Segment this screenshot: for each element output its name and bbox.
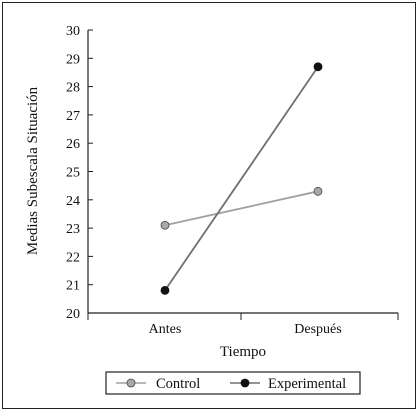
chart-frame: [2, 2, 416, 409]
y-tick-label: 24: [66, 194, 80, 209]
legend-control-marker: [126, 378, 136, 388]
series-line-control: [164, 190, 319, 227]
legend-control-label: Control: [156, 376, 200, 392]
legend-experimental-label: Experimental: [268, 376, 346, 392]
data-point-experimental: [313, 62, 323, 72]
legend-experimental-marker: [240, 378, 250, 388]
y-tick-label: 26: [66, 137, 80, 152]
legend: Control Experimental: [105, 371, 361, 395]
y-axis-title: Medias Subescala Situación: [25, 86, 41, 255]
data-point-control: [160, 220, 170, 230]
series-group: [160, 62, 323, 295]
x-axis-ticks: Antes Después: [87, 313, 399, 337]
x-tick-label: Después: [294, 322, 341, 337]
x-tick-label: Antes: [149, 322, 182, 337]
y-tick-label: 28: [66, 81, 80, 96]
y-tick-label: 27: [66, 109, 80, 124]
y-tick-label: 25: [66, 166, 80, 181]
x-axis-title: Tiempo: [220, 344, 266, 360]
y-tick-label: 21: [66, 279, 80, 294]
y-tick-label: 30: [66, 24, 80, 39]
series-line-experimental: [164, 66, 319, 291]
y-axis-ticks: 20 21 22 23 24 25 26 27 28 29 30: [66, 24, 93, 322]
data-point-experimental: [160, 285, 170, 295]
y-tick-label: 29: [66, 52, 80, 67]
y-tick-label: 22: [66, 250, 80, 265]
y-tick-label: 23: [66, 222, 80, 237]
data-point-control: [313, 186, 323, 196]
y-tick-label: 20: [66, 307, 80, 322]
